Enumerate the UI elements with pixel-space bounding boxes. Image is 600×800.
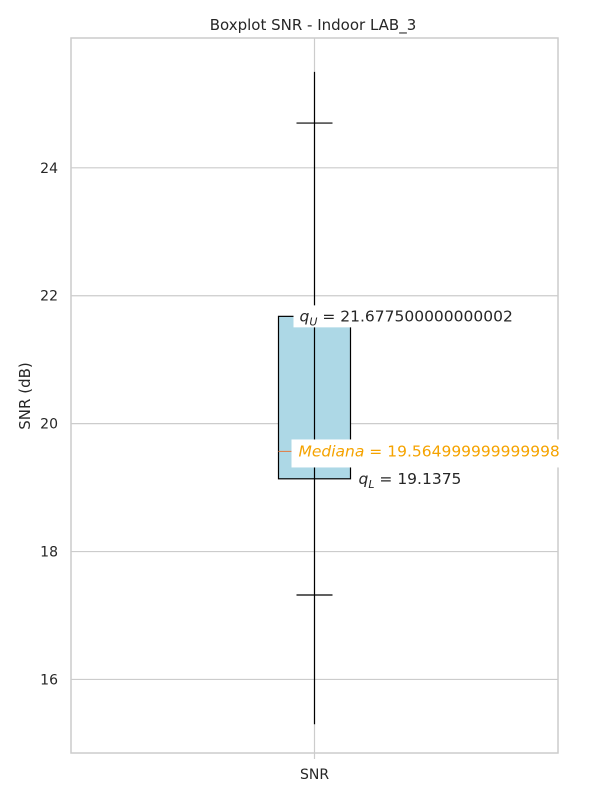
annotation-q-upper: qU = 21.677500000000002: [300, 307, 513, 328]
y-tick-label-22: 22: [40, 289, 58, 305]
y-tick-label-20: 20: [40, 417, 58, 433]
x-tick-labels: SNR: [300, 753, 329, 783]
chart-title: Boxplot SNR - Indoor LAB_3: [210, 16, 417, 35]
y-tick-label-18: 18: [40, 545, 58, 561]
box-group: [277, 71, 352, 725]
annotations: qU = 21.677500000000002 qL = 19.1375 Media…: [291, 305, 562, 491]
y-tick-label-24: 24: [40, 161, 58, 177]
annotation-q-lower: qL = 19.1375: [359, 470, 462, 491]
y-tick-label-16: 16: [40, 672, 58, 688]
y-axis-label: SNR (dB): [16, 362, 34, 429]
annotation-q-upper-bg: [293, 305, 530, 328]
annotation-median-bg: [291, 439, 562, 468]
annotation-median: Mediana = 19.564999999999998: [299, 442, 560, 460]
x-tick-label-0: SNR: [300, 767, 329, 783]
y-tick-labels: 16 18 20 22 24: [40, 161, 58, 689]
